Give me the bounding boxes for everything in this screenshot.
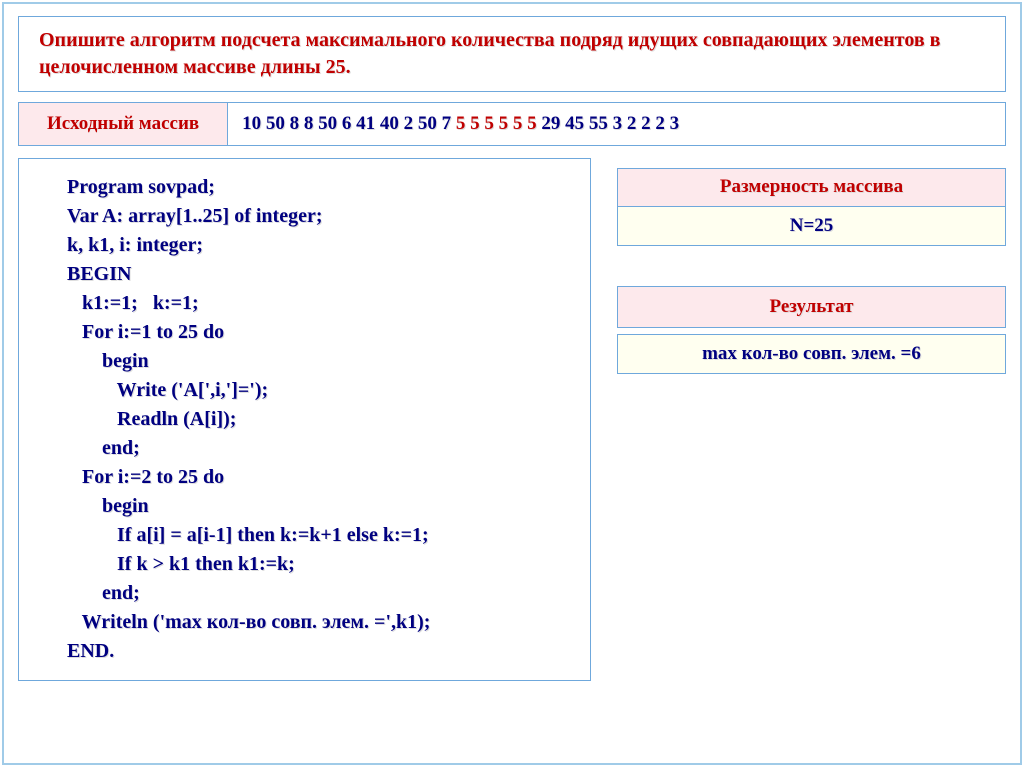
dimension-value: N=25 bbox=[618, 207, 1005, 245]
slide-frame: Опишите алгоритм подсчета максимального … bbox=[2, 2, 1022, 765]
source-array-label: Исходный массив bbox=[19, 103, 228, 145]
task-text: Опишите алгоритм подсчета максимального … bbox=[39, 27, 985, 81]
dimension-box: Размерность массива N=25 bbox=[617, 168, 1006, 246]
result-value: max кол-во совп. элем. =6 bbox=[618, 335, 1005, 373]
side-column: Размерность массива N=25 Результат max к… bbox=[617, 158, 1006, 681]
result-title: Результат bbox=[618, 287, 1005, 328]
source-array-values: 10 50 8 8 50 6 41 40 2 50 7 5 5 5 5 5 5 … bbox=[228, 103, 1005, 145]
lower-row: Program sovpad; Var A: array[1..25] of i… bbox=[18, 158, 1006, 681]
source-array-row: Исходный массив 10 50 8 8 50 6 41 40 2 5… bbox=[18, 102, 1006, 146]
dimension-title: Размерность массива bbox=[618, 169, 1005, 207]
array-suffix: 29 45 55 3 2 2 2 3 bbox=[537, 113, 680, 134]
result-title-box: Результат bbox=[617, 286, 1006, 329]
spacer bbox=[617, 246, 1006, 286]
result-value-box: max кол-во совп. элем. =6 bbox=[617, 334, 1006, 374]
code-box: Program sovpad; Var A: array[1..25] of i… bbox=[18, 158, 591, 681]
program-code: Program sovpad; Var A: array[1..25] of i… bbox=[27, 173, 582, 666]
array-highlight: 5 5 5 5 5 5 bbox=[456, 113, 537, 134]
array-prefix: 10 50 8 8 50 6 41 40 2 50 7 bbox=[242, 113, 456, 134]
task-box: Опишите алгоритм подсчета максимального … bbox=[18, 16, 1006, 92]
